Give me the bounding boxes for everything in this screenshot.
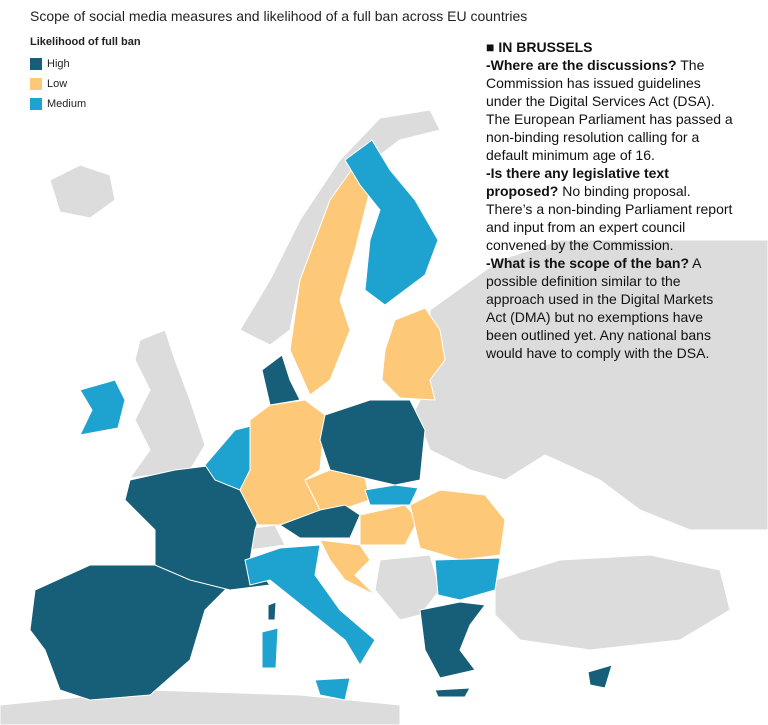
country: [79, 379, 126, 436]
country: [314, 677, 351, 701]
country: [344, 139, 439, 306]
country: [319, 539, 376, 596]
answer: No binding proposal. There’s a non-bindi…: [486, 183, 733, 253]
chart-title: Scope of social media measures and likel…: [30, 8, 528, 24]
question: -Where are the discussions?: [486, 57, 677, 73]
paragraph: -What is the scope of the ban? A possibl…: [486, 254, 736, 362]
paragraph: -Is there any legislative text proposed?…: [486, 164, 736, 254]
legend-label: Low: [47, 78, 68, 90]
legend-title: Likelihood of full ban: [30, 36, 141, 48]
answer: The Commission has issued guidelines und…: [486, 57, 733, 163]
country: [261, 354, 301, 406]
legend-items: High Low Medium: [30, 54, 141, 114]
text-panel: ■ IN BRUSSELS -Where are the discussions…: [486, 38, 736, 362]
legend-label: High: [47, 58, 70, 70]
paragraph: -Where are the discussions? The Commissi…: [486, 56, 736, 164]
country: [381, 307, 446, 401]
question: -Is there any legislative text proposed?: [486, 165, 669, 199]
legend-swatch: [30, 58, 42, 70]
legend: Likelihood of full ban High Low Medium: [30, 36, 141, 114]
country: [267, 601, 277, 621]
legend-swatch: [30, 98, 42, 110]
legend-swatch: [30, 78, 42, 90]
country: [29, 564, 231, 701]
country: [364, 484, 419, 506]
country: [261, 627, 279, 669]
country: [239, 399, 326, 526]
country: [289, 164, 371, 396]
country: [587, 664, 613, 689]
country: [409, 489, 506, 561]
legend-item: High: [30, 54, 141, 74]
legend-item: Low: [30, 74, 141, 94]
legend-item: Medium: [30, 94, 141, 114]
paragraphs: -Where are the discussions? The Commissi…: [486, 56, 736, 362]
country: [419, 601, 486, 679]
country: [434, 687, 471, 698]
country: [434, 557, 501, 601]
legend-label: Medium: [47, 98, 87, 110]
answer: A possible definition similar to the app…: [486, 255, 714, 361]
question: -What is the scope of the ban?: [486, 255, 690, 271]
country: [319, 399, 426, 486]
panel-heading: ■ IN BRUSSELS: [486, 39, 593, 55]
eu-countries: [29, 139, 613, 701]
country: [359, 504, 419, 546]
country: [244, 544, 376, 666]
